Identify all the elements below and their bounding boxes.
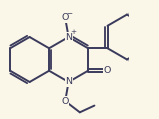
Text: N: N	[65, 77, 72, 87]
Text: O: O	[62, 13, 69, 22]
Text: −: −	[66, 11, 73, 17]
Text: O: O	[104, 66, 111, 75]
Text: +: +	[70, 29, 76, 35]
Text: O: O	[62, 97, 69, 106]
Text: N: N	[65, 32, 72, 42]
